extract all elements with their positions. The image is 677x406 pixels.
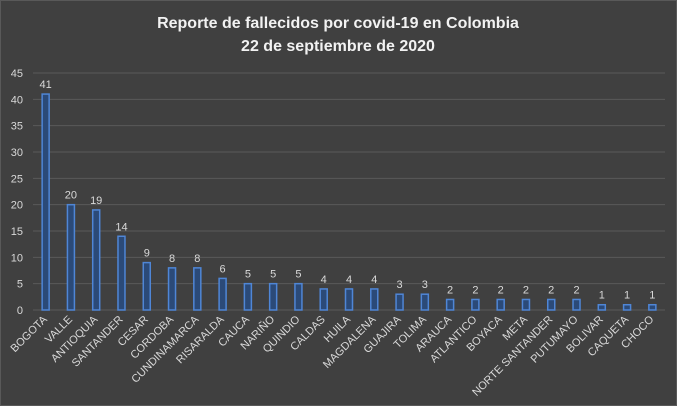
- bar: [294, 282, 303, 311]
- chart-title: Reporte de fallecidos por covid-19 en Co…: [157, 15, 519, 32]
- y-tick-label: 40: [11, 94, 23, 106]
- data-label: 41: [40, 79, 52, 91]
- bar: [41, 93, 50, 311]
- bar: [319, 288, 328, 311]
- bar: [193, 267, 202, 311]
- data-label: 1: [624, 290, 630, 302]
- y-tick-label: 45: [11, 68, 23, 80]
- data-label: 1: [599, 290, 605, 302]
- bar: [243, 282, 253, 311]
- data-label: 3: [396, 279, 402, 291]
- data-label: 14: [115, 221, 127, 233]
- bar: [142, 261, 152, 311]
- data-label: 3: [422, 279, 428, 291]
- data-label: 2: [523, 284, 529, 296]
- data-label: 19: [90, 195, 102, 207]
- bar: [395, 293, 404, 311]
- bar: [445, 298, 455, 311]
- y-tick-label: 10: [11, 252, 23, 264]
- data-label: 8: [194, 253, 200, 265]
- bar: [117, 235, 126, 311]
- bar: [622, 303, 632, 311]
- bar: [546, 298, 556, 311]
- y-tick-label: 30: [11, 147, 23, 159]
- data-label: 1: [649, 290, 655, 302]
- data-label: 8: [169, 253, 175, 265]
- data-label: 2: [498, 284, 504, 296]
- data-label: 4: [321, 274, 327, 286]
- data-label: 2: [472, 284, 478, 296]
- bar: [648, 303, 657, 311]
- y-tick-label: 0: [17, 305, 23, 317]
- bar: [167, 267, 177, 311]
- bar: [471, 298, 480, 311]
- bar: [218, 277, 227, 311]
- data-label: 20: [65, 190, 77, 202]
- bar: [91, 209, 101, 311]
- bar: [521, 298, 531, 311]
- y-tick-label: 15: [11, 226, 23, 238]
- y-tick-label: 20: [11, 200, 23, 212]
- data-label: 5: [295, 269, 301, 281]
- bar: [370, 288, 379, 311]
- y-tick-label: 5: [17, 279, 23, 291]
- data-label: 2: [548, 284, 554, 296]
- bar: [597, 303, 607, 311]
- bar: [420, 293, 430, 311]
- data-label: 6: [220, 263, 226, 275]
- y-tick-label: 35: [11, 121, 23, 133]
- y-tick-label: 25: [11, 173, 23, 185]
- data-label: 2: [573, 284, 579, 296]
- bar: [268, 282, 278, 311]
- bar: [496, 298, 505, 311]
- bar: [66, 203, 76, 311]
- data-label: 4: [346, 274, 352, 286]
- bar: [572, 298, 581, 311]
- data-label: 5: [245, 269, 251, 281]
- data-label: 5: [270, 269, 276, 281]
- data-label: 4: [371, 274, 377, 286]
- data-label: 9: [144, 248, 150, 260]
- data-label: 2: [447, 284, 453, 296]
- bar: [344, 288, 354, 311]
- chart-subtitle: 22 de septiembre de 2020: [241, 38, 435, 55]
